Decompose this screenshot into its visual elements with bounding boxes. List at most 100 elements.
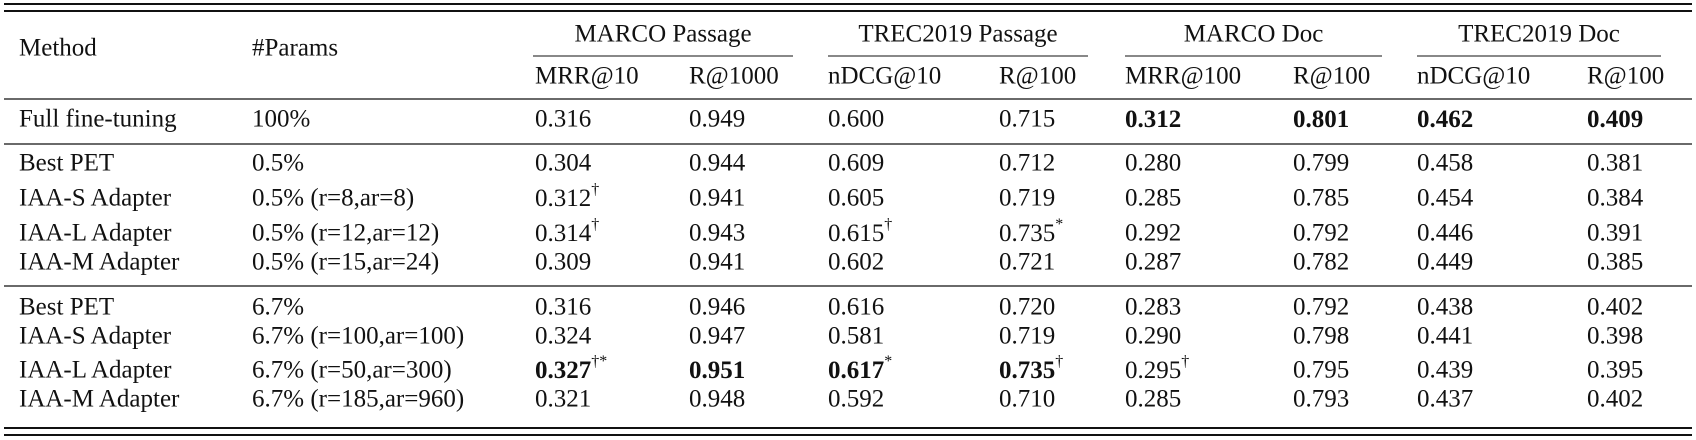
value-text: 0.295	[1125, 357, 1181, 384]
value-cell: 0.710	[999, 386, 1055, 413]
significance-mark: *	[884, 353, 892, 370]
value-cell: 0.283	[1125, 294, 1181, 321]
value-cell: 0.446	[1417, 220, 1473, 247]
value-cell: 0.437	[1417, 386, 1473, 413]
value-cell: 0.292	[1125, 220, 1181, 247]
significance-mark: †*	[591, 353, 607, 370]
method-cell: IAA-L Adapter	[19, 357, 172, 384]
value-cell: 0.409	[1587, 106, 1643, 133]
group-header: TREC2019 Passage	[858, 21, 1057, 48]
value-cell: 0.948	[689, 386, 745, 413]
value-cell: 0.441	[1417, 323, 1473, 350]
params-cell: 0.5% (r=15,ar=24)	[252, 249, 439, 276]
value-cell: 0.616	[828, 294, 884, 321]
value-cell: 0.285	[1125, 185, 1181, 212]
value-cell: 0.581	[828, 323, 884, 350]
value-cell: 0.600	[828, 106, 884, 133]
value-cell: 0.735†	[999, 353, 1063, 384]
value-cell: 0.946	[689, 294, 745, 321]
value-cell: 0.385	[1587, 249, 1643, 276]
value-cell: 0.951	[689, 357, 745, 384]
method-header: Method	[19, 35, 97, 62]
method-cell: IAA-M Adapter	[19, 249, 180, 276]
value-cell: 0.327†*	[535, 353, 607, 384]
value-text: 0.314	[535, 220, 592, 247]
params-cell: 6.7% (r=100,ar=100)	[252, 323, 464, 350]
value-cell: 0.449	[1417, 249, 1473, 276]
value-cell: 0.290	[1125, 323, 1181, 350]
value-cell: 0.402	[1587, 386, 1643, 413]
value-cell: 0.715	[999, 106, 1055, 133]
value-cell: 0.381	[1587, 150, 1643, 177]
method-cell: Best PET	[19, 294, 114, 321]
value-cell: 0.287	[1125, 249, 1181, 276]
params-cell: 0.5% (r=12,ar=12)	[252, 220, 439, 247]
metric-header: R@100	[999, 63, 1076, 90]
params-cell: 0.5% (r=8,ar=8)	[252, 185, 414, 212]
value-cell: 0.312	[1125, 106, 1181, 133]
value-cell: 0.316	[535, 294, 591, 321]
value-cell: 0.324	[535, 323, 592, 350]
method-cell: Best PET	[19, 150, 114, 177]
value-cell: 0.719	[999, 185, 1055, 212]
value-cell: 0.391	[1587, 220, 1643, 247]
value-cell: 0.592	[828, 386, 884, 413]
significance-mark: †	[884, 216, 892, 233]
params-cell: 100%	[252, 106, 310, 133]
value-cell: 0.462	[1417, 106, 1473, 133]
params-header: #Params	[252, 35, 338, 62]
value-cell: 0.712	[999, 150, 1055, 177]
value-cell: 0.947	[689, 323, 745, 350]
metric-header: R@100	[1293, 63, 1370, 90]
method-cell: IAA-M Adapter	[19, 386, 180, 413]
method-cell: IAA-L Adapter	[19, 220, 172, 247]
value-cell: 0.792	[1293, 294, 1349, 321]
params-cell: 6.7% (r=185,ar=960)	[252, 386, 464, 413]
value-cell: 0.304	[535, 150, 592, 177]
value-cell: 0.312†	[535, 181, 599, 212]
value-cell: 0.605	[828, 185, 884, 212]
value-cell: 0.602	[828, 249, 884, 276]
value-text: 0.735	[999, 220, 1055, 247]
value-cell: 0.309	[535, 249, 591, 276]
value-cell: 0.782	[1293, 249, 1349, 276]
value-cell: 0.280	[1125, 150, 1181, 177]
value-cell: 0.719	[999, 323, 1055, 350]
metric-header: nDCG@10	[828, 63, 941, 90]
params-cell: 6.7% (r=50,ar=300)	[252, 357, 452, 384]
method-cell: Full fine-tuning	[19, 106, 177, 133]
group-header: MARCO Passage	[574, 21, 751, 48]
value-cell: 0.943	[689, 220, 745, 247]
params-cell: 0.5%	[252, 150, 304, 177]
value-cell: 0.735*	[999, 216, 1063, 247]
value-cell: 0.949	[689, 106, 745, 133]
value-cell: 0.398	[1587, 323, 1643, 350]
value-cell: 0.321	[535, 386, 591, 413]
value-cell: 0.941	[689, 185, 745, 212]
value-cell: 0.798	[1293, 323, 1349, 350]
value-cell: 0.384	[1587, 185, 1644, 212]
value-cell: 0.617*	[828, 353, 892, 384]
value-cell: 0.792	[1293, 220, 1349, 247]
value-cell: 0.795	[1293, 357, 1349, 384]
metric-header: MRR@10	[535, 63, 639, 90]
value-cell: 0.316	[535, 106, 591, 133]
value-text: 0.951	[689, 357, 745, 384]
value-cell: 0.454	[1417, 185, 1474, 212]
method-cell: IAA-S Adapter	[19, 323, 172, 350]
significance-mark: *	[1055, 216, 1063, 233]
significance-mark: †	[1181, 353, 1189, 370]
value-cell: 0.785	[1293, 185, 1349, 212]
value-cell: 0.799	[1293, 150, 1349, 177]
significance-mark: †	[591, 216, 599, 233]
value-cell: 0.402	[1587, 294, 1643, 321]
value-cell: 0.285	[1125, 386, 1181, 413]
value-text: 0.615	[828, 220, 884, 247]
metric-header: MRR@100	[1125, 63, 1241, 90]
value-cell: 0.944	[689, 150, 746, 177]
value-cell: 0.720	[999, 294, 1055, 321]
value-cell: 0.458	[1417, 150, 1473, 177]
value-text: 0.409	[1587, 106, 1643, 133]
value-cell: 0.438	[1417, 294, 1473, 321]
